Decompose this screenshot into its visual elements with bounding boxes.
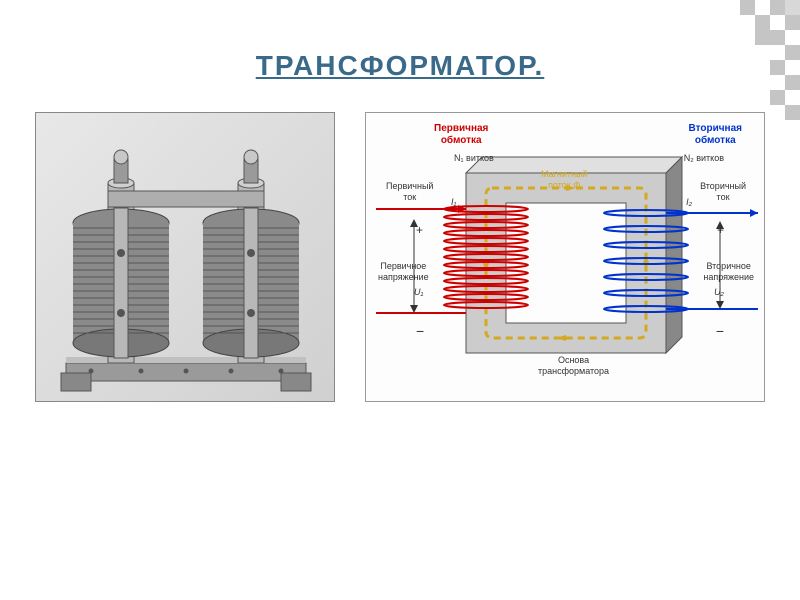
corner-decoration — [710, 0, 800, 120]
label-secondary-voltage: Вторичноенапряжение — [703, 261, 754, 283]
content-row: Первичнаяобмотка Вторичнаяобмотка N₁ вит… — [0, 112, 800, 402]
label-minus-right: − — [716, 323, 724, 340]
label-secondary-current: Вторичныйток — [700, 181, 746, 203]
label-primary-voltage: Первичноенапряжение — [378, 261, 429, 283]
label-u1: U₁ — [414, 287, 423, 298]
label-minus-left: − — [416, 323, 424, 340]
label-i2: I₂ — [686, 197, 692, 208]
label-n2: N₂ витков — [684, 153, 724, 164]
label-flux: Магнитныйпоток Φ — [541, 169, 587, 191]
label-plus-left: + — [416, 223, 423, 237]
transformer-photo — [35, 112, 335, 402]
label-core-base: Основатрансформатора — [538, 355, 609, 377]
label-plus-right: + — [717, 223, 724, 237]
transformer-diagram: Первичнаяобмотка Вторичнаяобмотка N₁ вит… — [365, 112, 765, 402]
label-n1: N₁ витков — [454, 153, 494, 164]
label-u2: U₂ — [714, 287, 724, 298]
page-title: ТРАНСФОРМАТОР. — [0, 0, 800, 82]
label-i1: I₁ — [451, 197, 456, 208]
label-primary-winding: Первичнаяобмотка — [434, 123, 488, 147]
label-secondary-winding: Вторичнаяобмотка — [689, 123, 742, 147]
label-primary-current: Первичныйток — [386, 181, 433, 203]
